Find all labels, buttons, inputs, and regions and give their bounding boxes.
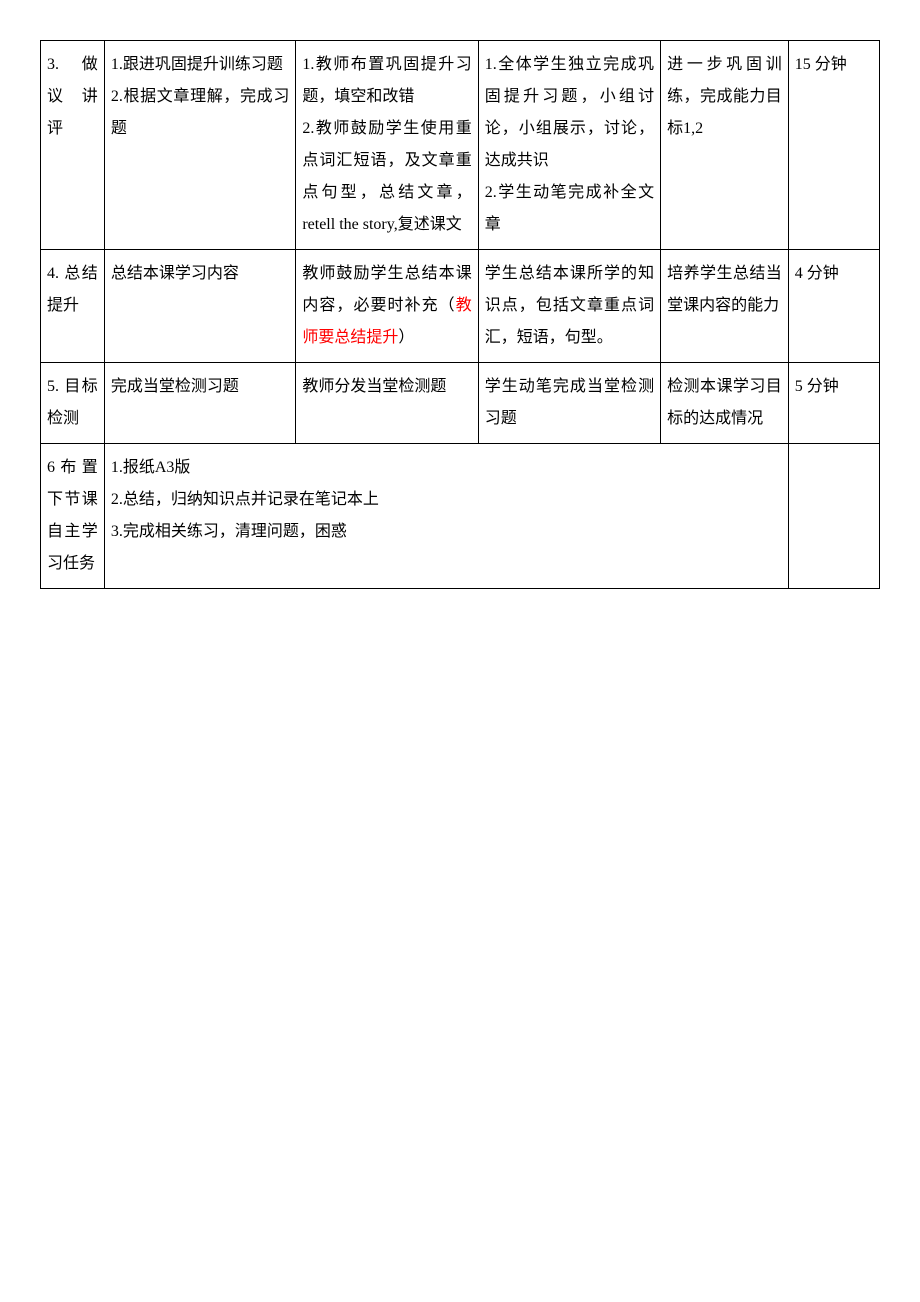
cell-time: 5 分钟	[788, 363, 879, 444]
cell-step: 5. 目标检测	[41, 363, 105, 444]
cell-text: 检测本课学习目标的达成情况	[667, 378, 782, 427]
cell-text: 6布置下节课自主学习任务	[47, 459, 98, 572]
cell-text: 1.报纸A3版2.总结，归纳知识点并记录在笔记本上3.完成相关练习，清理问题，困…	[111, 459, 379, 540]
cell-teacher: 1.教师布置巩固提升习题，填空和改错2.教师鼓励学生使用重点词汇短语，及文章重点…	[296, 41, 478, 250]
cell-teacher: 教师鼓励学生总结本课内容，必要时补充（教师要总结提升）	[296, 250, 478, 363]
cell-student: 学生总结本课所学的知识点，包括文章重点词汇，短语，句型。	[478, 250, 660, 363]
cell-text-part: 教师鼓励学生总结本课内容，必要时补充（	[302, 265, 471, 314]
table-body: 3. 做 议 讲评 1.跟进巩固提升训练习题2.根据文章理解，完成习题 1.教师…	[41, 41, 880, 589]
table-row: 3. 做 议 讲评 1.跟进巩固提升训练习题2.根据文章理解，完成习题 1.教师…	[41, 41, 880, 250]
cell-text: 1.教师布置巩固提升习题，填空和改错2.教师鼓励学生使用重点词汇短语，及文章重点…	[302, 56, 471, 233]
cell-goal: 培养学生总结当堂课内容的能力	[661, 250, 789, 363]
cell-goal: 检测本课学习目标的达成情况	[661, 363, 789, 444]
cell-student: 学生动笔完成当堂检测习题	[478, 363, 660, 444]
cell-text: 5. 目标检测	[47, 378, 98, 427]
lesson-plan-table: 3. 做 议 讲评 1.跟进巩固提升训练习题2.根据文章理解，完成习题 1.教师…	[40, 40, 880, 589]
cell-content: 完成当堂检测习题	[104, 363, 296, 444]
cell-teacher: 教师分发当堂检测题	[296, 363, 478, 444]
cell-text: 15 分钟	[795, 56, 847, 73]
cell-student: 1.全体学生独立完成巩固提升习题，小组讨论，小组展示，讨论，达成共识2.学生动笔…	[478, 41, 660, 250]
cell-step: 3. 做 议 讲评	[41, 41, 105, 250]
cell-step: 4. 总结提升	[41, 250, 105, 363]
cell-merged-content: 1.报纸A3版2.总结，归纳知识点并记录在笔记本上3.完成相关练习，清理问题，困…	[104, 444, 788, 589]
cell-step: 6布置下节课自主学习任务	[41, 444, 105, 589]
table-row: 5. 目标检测 完成当堂检测习题 教师分发当堂检测题 学生动笔完成当堂检测习题 …	[41, 363, 880, 444]
cell-text-part: ）	[398, 329, 414, 346]
cell-content: 1.跟进巩固提升训练习题2.根据文章理解，完成习题	[104, 41, 296, 250]
table-row: 6布置下节课自主学习任务 1.报纸A3版2.总结，归纳知识点并记录在笔记本上3.…	[41, 444, 880, 589]
cell-text: 完成当堂检测习题	[111, 378, 239, 395]
cell-text: 1.全体学生独立完成巩固提升习题，小组讨论，小组展示，讨论，达成共识2.学生动笔…	[485, 56, 654, 233]
cell-time: 4 分钟	[788, 250, 879, 363]
cell-text: 进一步巩固训练，完成能力目标1,2	[667, 56, 782, 137]
cell-text: 3. 做 议 讲评	[47, 56, 98, 137]
cell-content: 总结本课学习内容	[104, 250, 296, 363]
cell-goal: 进一步巩固训练，完成能力目标1,2	[661, 41, 789, 250]
cell-text: 学生总结本课所学的知识点，包括文章重点词汇，短语，句型。	[485, 265, 654, 346]
cell-text: 4. 总结提升	[47, 265, 98, 314]
cell-time	[788, 444, 879, 589]
table-row: 4. 总结提升 总结本课学习内容 教师鼓励学生总结本课内容，必要时补充（教师要总…	[41, 250, 880, 363]
cell-time: 15 分钟	[788, 41, 879, 250]
cell-text: 培养学生总结当堂课内容的能力	[667, 265, 782, 314]
cell-text: 4 分钟	[795, 265, 839, 282]
cell-text: 教师分发当堂检测题	[302, 378, 446, 395]
cell-text: 1.跟进巩固提升训练习题2.根据文章理解，完成习题	[111, 56, 290, 137]
cell-text: 5 分钟	[795, 378, 839, 395]
cell-text: 学生动笔完成当堂检测习题	[485, 378, 654, 427]
cell-text: 总结本课学习内容	[111, 265, 239, 282]
